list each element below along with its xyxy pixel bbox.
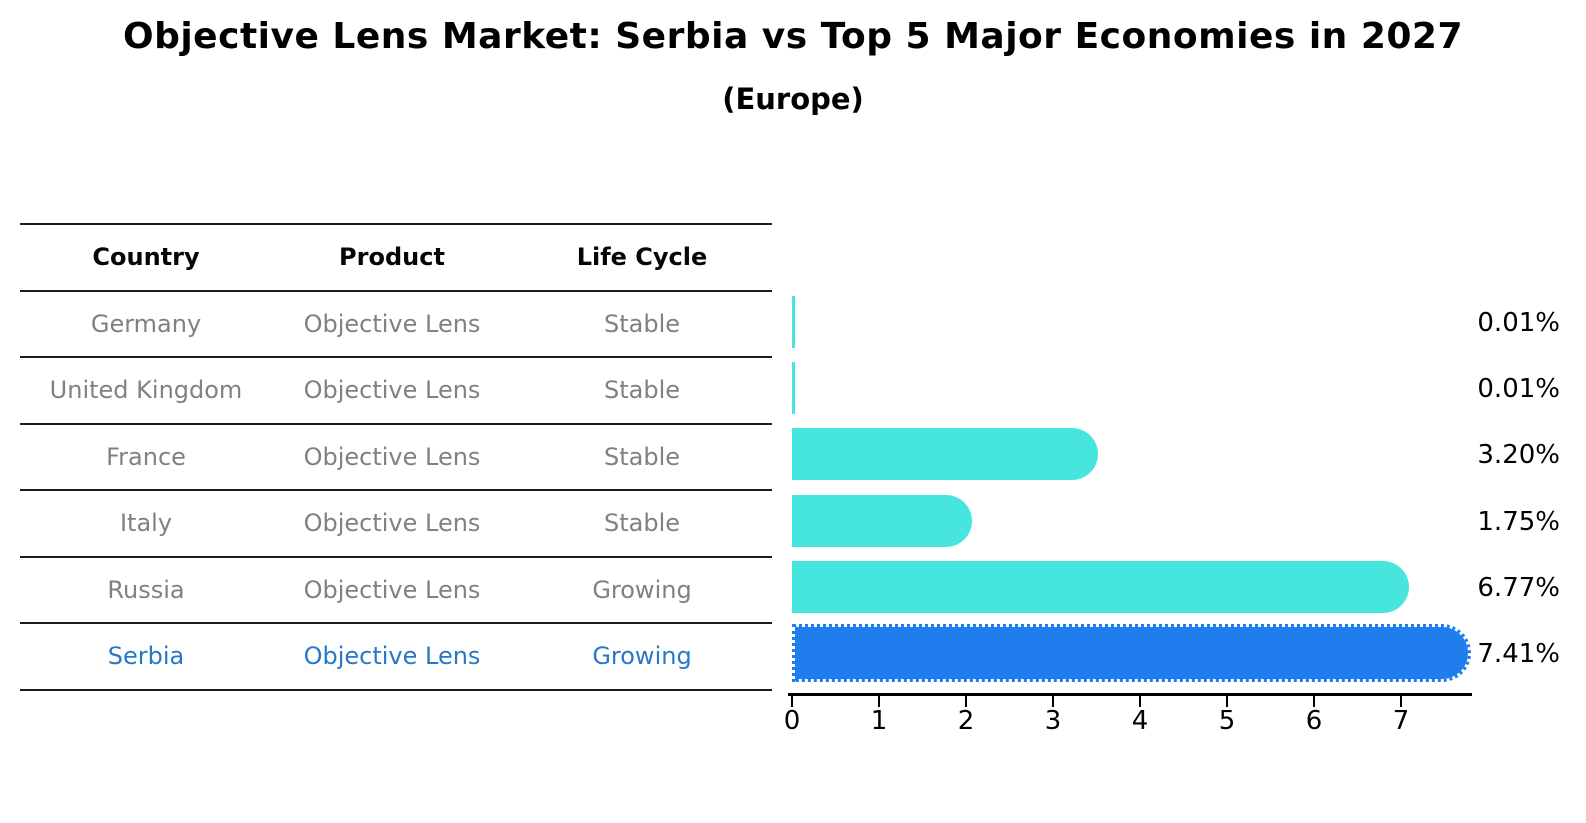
x-axis-tick [1400,696,1402,707]
bar-germany [792,296,795,348]
cell-product: Objective Lens [303,309,481,338]
x-axis-tick-label: 3 [1044,706,1062,736]
cell-life-cycle: Growing [592,642,692,671]
bar-italy [792,494,973,547]
x-axis-tick [1139,696,1141,707]
cell-country: United Kingdom [49,376,243,405]
x-axis-tick [965,696,967,707]
value-label-france: 3.20% [1477,440,1560,471]
cell-life-cycle: Stable [603,376,681,405]
table-row-italy: Italy Objective Lens Stable [20,491,772,558]
table-row-france: France Objective Lens Stable [20,425,772,491]
x-axis-tick-label: 4 [1131,706,1149,736]
value-label-serbia: 7.41% [1477,639,1560,669]
header-cell-product: Product [339,243,445,272]
cell-country: France [106,442,186,471]
x-axis-tick-label: 0 [783,706,801,736]
x-axis-tick [1052,696,1054,707]
x-axis-tick [878,696,880,707]
x-axis-line [788,693,1472,696]
comparison-table: Country Product Life Cycle Germany Object… [20,223,772,691]
x-axis-tick-label: 5 [1218,706,1236,736]
table-row-united-kingdom: United Kingdom Objective Lens Stable [20,358,772,425]
table-header-row: Country Product Life Cycle [20,225,772,292]
cell-life-cycle: Stable [603,509,681,538]
table-row-russia: Russia Objective Lens Growing [20,558,772,624]
x-axis-tick-label: 2 [957,706,975,736]
cell-product: Objective Lens [303,376,481,405]
cell-product: Objective Lens [303,575,481,604]
bar-france [792,428,1099,481]
cell-country: Italy [119,509,173,538]
table-body: Germany Objective Lens Stable United Kingdo… [20,292,772,691]
bar-serbia [792,624,1471,682]
chart-title: Objective Lens Market: Serbia vs Top 5 M… [122,16,1464,57]
cell-country: Russia [107,575,185,604]
cell-product: Objective Lens [303,509,481,538]
table-row-germany: Germany Objective Lens Stable [20,292,772,358]
header-cell-life-cycle: Life Cycle [576,243,708,272]
value-label-russia: 6.77% [1477,572,1560,603]
chart-subtitle: (Europe) [722,82,864,116]
value-label-germany: 0.01% [1477,308,1560,338]
cell-life-cycle: Stable [603,442,681,471]
value-label-united-kingdom: 0.01% [1477,374,1560,405]
bar-united-kingdom [792,362,795,415]
cell-life-cycle: Growing [592,575,692,604]
x-axis-tick-label: 7 [1392,706,1410,736]
header-cell-country: Country [92,243,200,272]
x-axis-tick [1313,696,1315,707]
x-axis-tick [791,696,793,707]
table-row-serbia: Serbia Objective Lens Growing [20,624,772,691]
cell-country: Germany [90,309,202,338]
cell-country: Serbia [107,642,185,671]
value-label-italy: 1.75% [1477,506,1560,537]
cell-life-cycle: Stable [603,309,681,338]
x-axis-tick-label: 1 [870,706,888,736]
cell-product: Objective Lens [303,442,481,471]
cell-product: Objective Lens [303,642,481,671]
x-axis-tick-label: 6 [1305,706,1323,736]
x-axis-tick [1226,696,1228,707]
bar-russia [792,560,1409,613]
